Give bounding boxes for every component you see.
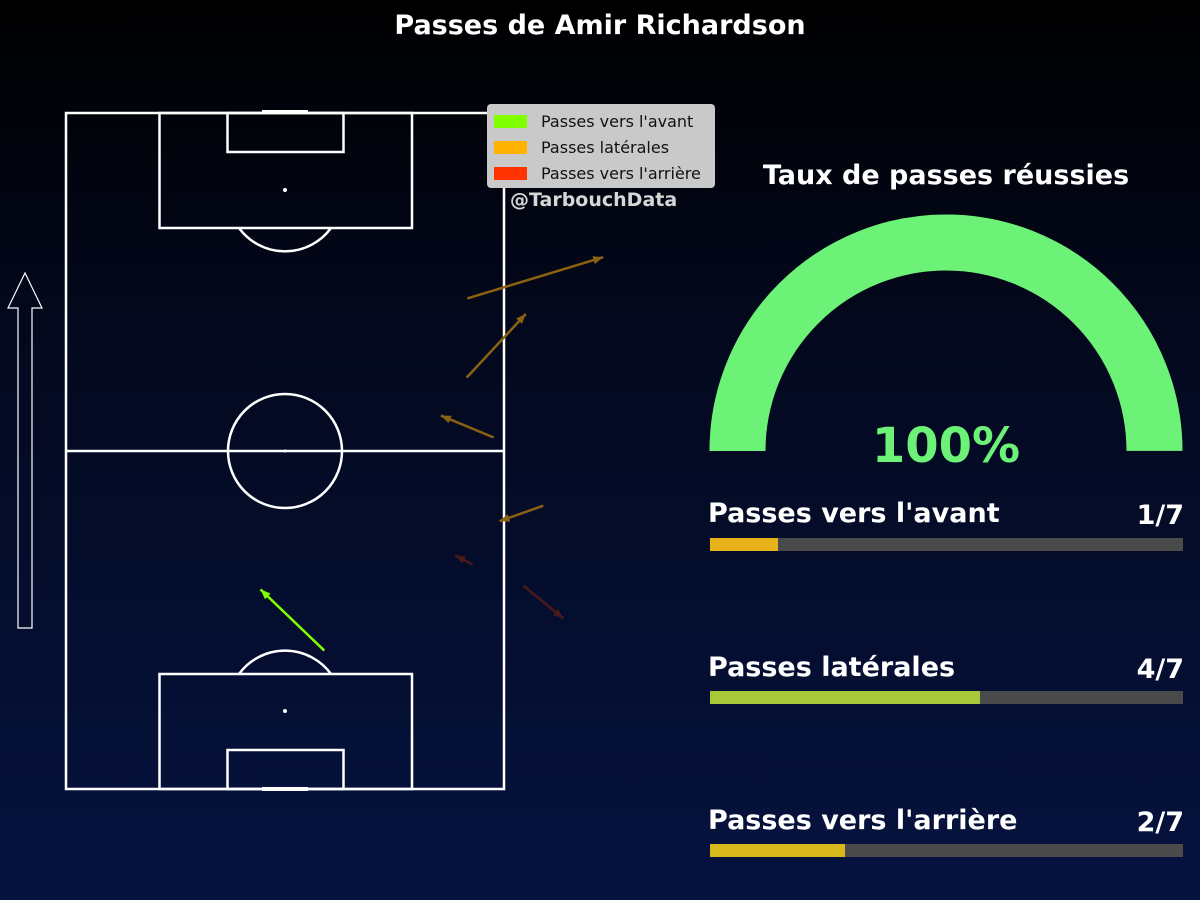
stat-fraction: 1/7 — [1136, 500, 1184, 531]
pass-arrow-backward — [454, 554, 474, 566]
stat-fraction: 2/7 — [1136, 807, 1184, 838]
stat-bar-fill — [710, 538, 778, 551]
legend: Passes vers l'avant Passes latérales Pas… — [487, 104, 715, 188]
pass-arrowhead — [592, 256, 604, 264]
stat-bar-track — [710, 844, 1183, 857]
bottom-penalty-box — [158, 672, 414, 791]
legend-item: Passes latérales — [494, 134, 715, 160]
legend-label: Passes vers l'arrière — [541, 163, 701, 183]
pass-line — [466, 256, 604, 300]
stat-fraction: 4/7 — [1136, 654, 1184, 685]
bottom-penalty-spot — [283, 709, 287, 713]
stat-label: Passes vers l'avant — [708, 498, 1000, 529]
pass-arrow-lateral — [466, 256, 604, 300]
success-rate-gauge — [709, 214, 1183, 452]
legend-swatch — [494, 140, 527, 154]
pass-arrow-forward — [259, 588, 326, 652]
credit-text: @TarbouchData — [510, 189, 678, 211]
stat-label: Passes latérales — [708, 652, 956, 683]
legend-item: Passes vers l'arrière — [494, 160, 715, 186]
legend-swatch — [494, 166, 527, 180]
direction-arrow — [7, 271, 43, 629]
pitch-lines — [64, 110, 506, 791]
legend-label: Passes vers l'avant — [541, 111, 694, 131]
center-circle — [226, 392, 344, 510]
passes-layer — [259, 256, 604, 652]
top-six-yard-box — [226, 111, 345, 154]
chart-title: Passes de Amir Richardson — [394, 10, 806, 41]
pass-line — [259, 588, 326, 652]
pass-arrowhead — [552, 608, 564, 619]
top-penalty-arc — [237, 227, 333, 253]
stat-label: Passes vers l'arrière — [708, 805, 1018, 836]
pass-arrowhead — [455, 555, 466, 564]
success-rate-title: Taux de passes réussies — [762, 160, 1130, 191]
pass-line — [465, 313, 527, 379]
legend-swatch — [494, 114, 527, 128]
pass-arrowhead — [516, 313, 526, 324]
pitch-chart — [7, 110, 604, 791]
pass-arrowhead — [440, 415, 452, 424]
success-rate-value: 100% — [871, 418, 1021, 474]
bottom-six-yard-box — [226, 748, 345, 791]
top-penalty-spot — [283, 188, 287, 192]
top-penalty-box — [158, 111, 414, 230]
center-spot — [283, 449, 287, 453]
pass-arrow-lateral — [440, 414, 495, 439]
pass-arrowhead — [499, 514, 511, 522]
legend-item: Passes vers l'avant — [494, 108, 715, 134]
stat-bar-track — [710, 538, 1183, 551]
stat-bar-fill — [710, 691, 981, 704]
bottom-penalty-arc — [237, 649, 333, 675]
gauge-fill — [709, 214, 1183, 452]
pass-arrow-backward — [522, 584, 565, 620]
pass-arrowhead — [260, 589, 271, 600]
stat-bar-track — [710, 691, 1183, 704]
stat-bar-fill — [710, 844, 846, 857]
pass-arrow-lateral — [465, 313, 527, 379]
pass-arrow-lateral — [499, 504, 544, 523]
legend-label: Passes latérales — [541, 137, 670, 157]
